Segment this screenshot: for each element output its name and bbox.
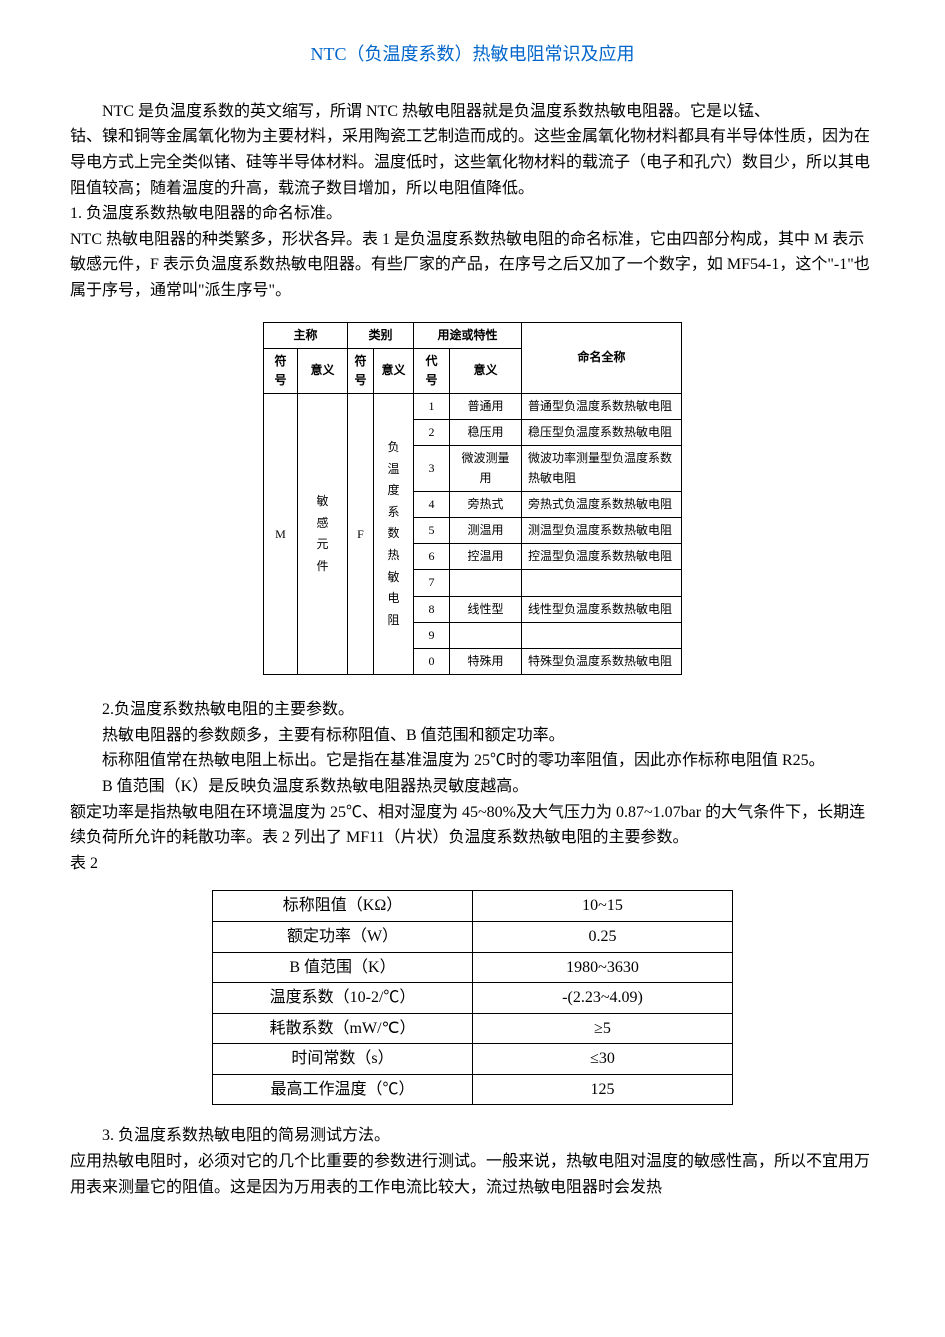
t1-col2-symbol: F xyxy=(348,394,374,675)
t1-row-fullname: 普通型负温度系数热敏电阻 xyxy=(522,394,682,420)
t1-row-use: 微波测量用 xyxy=(450,446,522,491)
t1-row-fullname: 控温型负温度系数热敏电阻 xyxy=(522,544,682,570)
t2-row-value: 0.25 xyxy=(473,921,733,952)
section3-body: 应用热敏电阻时，必须对它的几个比重要的参数进行测试。一般来说，热敏电阻对温度的敏… xyxy=(70,1149,875,1200)
t1-row-use: 稳压用 xyxy=(450,420,522,446)
table1: 主称 类别 用途或特性 命名全称 符号 意义 符号 意义 代号 意义 M敏感元件… xyxy=(263,322,682,676)
t1-row-code: 9 xyxy=(414,622,450,648)
t2-row-label: 温度系数（10-2/℃） xyxy=(213,983,473,1014)
t1-col2-meaning: 负温度系数热敏电阻 xyxy=(374,394,414,675)
t2-row-value: 10~15 xyxy=(473,891,733,922)
t2-row-value: ≥5 xyxy=(473,1013,733,1044)
t2-row-label: 最高工作温度（℃） xyxy=(213,1074,473,1105)
t1-h-sym2: 符号 xyxy=(348,348,374,393)
section2-title: 2.负温度系数热敏电阻的主要参数。 xyxy=(70,697,875,723)
t1-h-group1: 主称 xyxy=(264,322,348,348)
t2-row-value: 125 xyxy=(473,1074,733,1105)
t1-col1-symbol: M xyxy=(264,394,298,675)
t1-h-code: 代号 xyxy=(414,348,450,393)
t1-h-mean3: 意义 xyxy=(450,348,522,393)
t1-row-fullname xyxy=(522,570,682,596)
t2-row-label: B 值范围（K） xyxy=(213,952,473,983)
t2-row-value: 1980~3630 xyxy=(473,952,733,983)
t1-row-code: 8 xyxy=(414,596,450,622)
t1-row-code: 5 xyxy=(414,518,450,544)
section2-p4: 额定功率是指热敏电阻在环境温度为 25℃、相对湿度为 45~80%及大气压力为 … xyxy=(70,800,875,851)
t1-row-use: 线性型 xyxy=(450,596,522,622)
t1-row-code: 7 xyxy=(414,570,450,596)
section2-p1: 热敏电阻器的参数颇多，主要有标称阻值、B 值范围和额定功率。 xyxy=(70,723,875,749)
t1-row-fullname: 特殊型负温度系数热敏电阻 xyxy=(522,648,682,674)
t1-row-fullname: 测温型负温度系数热敏电阻 xyxy=(522,518,682,544)
table2-container: 标称阻值（KΩ）10~15额定功率（W）0.25B 值范围（K）1980~363… xyxy=(70,890,875,1105)
t1-row-use: 测温用 xyxy=(450,518,522,544)
section1-title: 1. 负温度系数热敏电阻器的命名标准。 xyxy=(70,201,875,227)
t2-row-value: ≤30 xyxy=(473,1044,733,1075)
t1-row-use: 普通用 xyxy=(450,394,522,420)
table2-label: 表 2 xyxy=(70,851,875,877)
t1-row-code: 0 xyxy=(414,648,450,674)
t1-row-fullname xyxy=(522,622,682,648)
t1-row-fullname: 稳压型负温度系数热敏电阻 xyxy=(522,420,682,446)
t1-col1-meaning: 敏感元件 xyxy=(298,394,348,675)
t1-row-code: 2 xyxy=(414,420,450,446)
paragraph-intro-line1: NTC 是负温度系数的英文缩写，所谓 NTC 热敏电阻器就是负温度系数热敏电阻器… xyxy=(70,99,875,125)
t1-h-mean: 意义 xyxy=(298,348,348,393)
section2-p3: B 值范围（K）是反映负温度系数热敏电阻器热灵敏度越高。 xyxy=(70,774,875,800)
t1-h-sym: 符号 xyxy=(264,348,298,393)
table1-container: 主称 类别 用途或特性 命名全称 符号 意义 符号 意义 代号 意义 M敏感元件… xyxy=(70,322,875,676)
t2-row-label: 额定功率（W） xyxy=(213,921,473,952)
t1-row-fullname: 线性型负温度系数热敏电阻 xyxy=(522,596,682,622)
section2-p2: 标称阻值常在热敏电阻上标出。它是指在基准温度为 25℃时的零功率阻值，因此亦作标… xyxy=(70,748,875,774)
section1-body: NTC 热敏电阻器的种类繁多，形状各异。表 1 是负温度系数热敏电阻的命名标准，… xyxy=(70,227,875,304)
t2-row-label: 耗散系数（mW/℃） xyxy=(213,1013,473,1044)
t2-row-value: -(2.23~4.09) xyxy=(473,983,733,1014)
t2-row-label: 标称阻值（KΩ） xyxy=(213,891,473,922)
paragraph-intro-rest: 钴、镍和铜等金属氧化物为主要材料，采用陶瓷工艺制造而成的。这些金属氧化物材料都具… xyxy=(70,124,875,201)
t1-row-code: 3 xyxy=(414,446,450,491)
t1-row-code: 4 xyxy=(414,491,450,517)
t1-h-mean2: 意义 xyxy=(374,348,414,393)
t1-row-fullname: 微波功率测量型负温度系数热敏电阻 xyxy=(522,446,682,491)
t2-row-label: 时间常数（s） xyxy=(213,1044,473,1075)
t1-h-group3: 用途或特性 xyxy=(414,322,522,348)
t1-row-fullname: 旁热式负温度系数热敏电阻 xyxy=(522,491,682,517)
table2: 标称阻值（KΩ）10~15额定功率（W）0.25B 值范围（K）1980~363… xyxy=(212,890,733,1105)
t1-row-use: 旁热式 xyxy=(450,491,522,517)
t1-row-use: 控温用 xyxy=(450,544,522,570)
t1-row-code: 1 xyxy=(414,394,450,420)
t1-row-code: 6 xyxy=(414,544,450,570)
t1-row-use xyxy=(450,622,522,648)
t1-h-full: 命名全称 xyxy=(522,322,682,394)
t1-h-group2: 类别 xyxy=(348,322,414,348)
t1-row-use xyxy=(450,570,522,596)
section3-title: 3. 负温度系数热敏电阻的简易测试方法。 xyxy=(70,1123,875,1149)
page-title: NTC（负温度系数）热敏电阻常识及应用 xyxy=(70,40,875,69)
t1-row-use: 特殊用 xyxy=(450,648,522,674)
